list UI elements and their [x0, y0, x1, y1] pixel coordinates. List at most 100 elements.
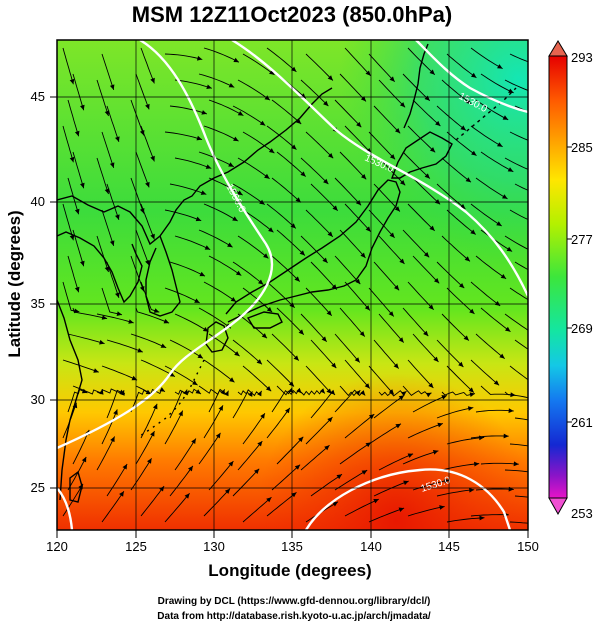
streamline-arrowhead	[535, 384, 541, 389]
streamline	[475, 409, 514, 413]
streamline-arrowhead	[506, 246, 513, 252]
streamline	[67, 333, 105, 345]
streamline-arrowhead	[497, 64, 503, 69]
streamline	[475, 99, 509, 121]
streamline-arrowhead	[458, 361, 464, 367]
streamline-arrowhead	[469, 308, 475, 314]
streamline-arrowhead	[268, 227, 274, 233]
streamline	[446, 517, 485, 523]
streamline	[446, 436, 485, 445]
streamline-arrowhead	[355, 390, 361, 396]
streamline-arrowhead	[398, 337, 404, 343]
streamline-arrowhead	[534, 170, 540, 175]
streamline-arrowhead	[361, 174, 367, 180]
streamline-arrowhead	[329, 389, 335, 395]
streamline-arrowhead	[104, 266, 110, 272]
streamline-arrowhead	[294, 464, 301, 470]
streamline	[242, 365, 272, 392]
y-tick-label-35: 35	[31, 296, 45, 311]
streamline-arrowhead	[196, 55, 203, 61]
streamline-arrowhead	[355, 278, 361, 285]
streamline-arrowhead	[360, 96, 366, 102]
streamline	[130, 99, 145, 136]
streamline	[373, 339, 400, 369]
streamline-arrowhead	[426, 392, 432, 398]
streamline	[373, 394, 405, 419]
streamline-arrowhead	[139, 208, 145, 214]
streamline	[470, 359, 500, 386]
streamline	[436, 489, 475, 497]
streamline	[441, 391, 476, 396]
streamline-arrowhead	[469, 392, 475, 397]
streamline-arrowhead	[109, 162, 115, 168]
streamline-arrowhead	[407, 453, 414, 458]
streamline	[130, 389, 152, 413]
streamline	[169, 105, 208, 115]
streamline	[271, 389, 294, 413]
contour-1560	[57, 40, 274, 450]
streamline	[135, 430, 155, 465]
streamline-arrowhead	[110, 436, 115, 443]
streamline-arrowhead	[429, 147, 436, 153]
warm-region-south	[57, 40, 528, 530]
streamline	[334, 177, 362, 206]
streamline-arrowhead	[322, 257, 328, 263]
streamline-arrowhead	[150, 431, 155, 437]
streamline-arrowhead	[365, 226, 371, 232]
streamline-arrowhead	[197, 353, 203, 359]
streamline	[446, 365, 475, 393]
streamline-arrowhead	[494, 301, 501, 306]
colorbar-bottom-triangle	[548, 497, 568, 516]
streamline	[135, 73, 150, 110]
streamline	[96, 436, 116, 471]
streamline	[407, 359, 434, 389]
streamline-arrowhead	[101, 315, 108, 320]
streamline	[412, 177, 441, 205]
streamline	[174, 79, 212, 89]
streamline-arrowhead	[423, 330, 429, 337]
streamline	[446, 287, 475, 315]
streamline	[271, 333, 300, 361]
streamline-arrowhead	[266, 497, 272, 503]
streamline-arrowhead	[228, 162, 234, 167]
x-tick-label-150: 150	[517, 539, 539, 554]
streamline	[470, 203, 502, 227]
streamline-arrowhead	[364, 383, 370, 389]
streamline-arrowhead	[537, 303, 543, 308]
streamline-arrowhead	[139, 130, 145, 136]
streamline-arrowhead	[232, 216, 238, 221]
streamline	[334, 389, 361, 413]
streamline-arrowhead	[424, 173, 430, 179]
credit-drawing: Drawing by DCL (https://www.gfd-dennou.o…	[158, 596, 431, 607]
streamline-arrowhead	[437, 422, 443, 428]
y-axis-tick-labels: 25 30 35 40 45	[31, 89, 45, 495]
streamline-arrowhead	[424, 95, 430, 101]
streamline-arrowhead	[393, 363, 399, 369]
streamline-arrowhead	[227, 242, 233, 248]
streamline-arrowhead	[471, 72, 477, 78]
streamline	[378, 79, 406, 108]
streamline-arrowhead	[542, 523, 547, 528]
streamline-arrowhead	[258, 279, 264, 285]
streamline	[67, 255, 80, 293]
streamline-arrowhead	[228, 83, 235, 88]
coastline-china-south	[57, 299, 83, 501]
streamline-arrowhead	[145, 181, 150, 188]
streamline	[514, 261, 528, 271]
streamline-arrowhead	[299, 250, 305, 256]
streamline	[300, 157, 329, 185]
streamline	[266, 281, 296, 309]
streamline	[169, 389, 188, 419]
streamline	[344, 359, 371, 389]
streamline	[378, 390, 407, 397]
streamline-arrowhead	[192, 380, 198, 386]
streamline	[480, 307, 511, 333]
colorbar-label-277: 277	[571, 232, 593, 247]
streamline	[164, 365, 198, 386]
streamline	[344, 281, 371, 311]
streamline-arrowhead	[74, 130, 80, 137]
colorbar-ramp	[548, 55, 568, 499]
streamline	[164, 131, 203, 141]
streamline-arrowhead	[543, 276, 549, 280]
streamline-arrowhead	[191, 438, 196, 444]
